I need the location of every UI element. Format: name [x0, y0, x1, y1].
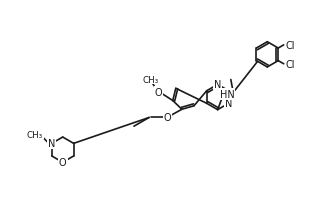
Text: Cl: Cl [286, 59, 295, 69]
Text: O: O [155, 88, 162, 98]
Text: CH₃: CH₃ [143, 75, 159, 84]
Text: N: N [48, 139, 56, 149]
Text: O: O [59, 158, 67, 167]
Text: N: N [214, 80, 221, 90]
Text: HN: HN [219, 89, 234, 99]
Text: O: O [164, 113, 172, 123]
Text: Cl: Cl [286, 41, 295, 51]
Text: CH₃: CH₃ [26, 130, 43, 139]
Text: N: N [225, 99, 232, 109]
